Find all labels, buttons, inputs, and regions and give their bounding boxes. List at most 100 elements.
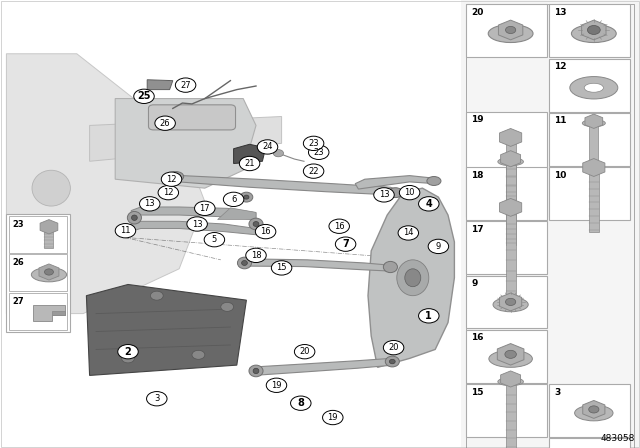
Ellipse shape <box>383 261 397 272</box>
Polygon shape <box>250 358 394 375</box>
Circle shape <box>383 340 404 355</box>
Bar <box>549 438 630 448</box>
Polygon shape <box>234 144 266 164</box>
Bar <box>549 113 630 166</box>
Ellipse shape <box>405 269 421 287</box>
Text: 27: 27 <box>13 297 24 306</box>
Circle shape <box>303 164 324 178</box>
Polygon shape <box>52 311 65 315</box>
Ellipse shape <box>498 158 524 166</box>
Circle shape <box>329 219 349 233</box>
Circle shape <box>221 302 234 311</box>
Text: 26: 26 <box>13 258 24 267</box>
Circle shape <box>323 410 343 425</box>
Ellipse shape <box>242 261 248 265</box>
Circle shape <box>589 406 599 413</box>
Text: 11: 11 <box>554 116 567 125</box>
Circle shape <box>291 396 311 410</box>
Circle shape <box>44 269 54 275</box>
Circle shape <box>506 298 516 306</box>
Text: 15: 15 <box>276 263 287 272</box>
Polygon shape <box>90 116 282 161</box>
Ellipse shape <box>572 25 616 43</box>
Ellipse shape <box>31 267 67 282</box>
Circle shape <box>134 89 154 103</box>
Ellipse shape <box>488 25 533 43</box>
Ellipse shape <box>244 195 249 199</box>
Text: 16: 16 <box>471 333 484 342</box>
Circle shape <box>239 156 260 171</box>
Circle shape <box>294 345 315 359</box>
Text: 19: 19 <box>471 115 484 124</box>
Circle shape <box>155 116 175 130</box>
Text: 3: 3 <box>154 394 159 403</box>
Ellipse shape <box>249 218 263 230</box>
Ellipse shape <box>253 221 259 226</box>
Bar <box>466 4 634 448</box>
Polygon shape <box>355 176 435 189</box>
Circle shape <box>271 261 292 275</box>
Bar <box>466 384 547 437</box>
Bar <box>0 0 461 448</box>
Ellipse shape <box>253 368 259 374</box>
Text: 9: 9 <box>471 279 477 288</box>
Circle shape <box>246 248 266 263</box>
Text: 23: 23 <box>308 139 319 148</box>
Bar <box>549 167 630 220</box>
Text: 16: 16 <box>260 227 271 236</box>
Circle shape <box>175 78 196 92</box>
Bar <box>589 120 598 167</box>
Text: 13: 13 <box>192 220 202 228</box>
Ellipse shape <box>397 260 429 296</box>
Text: 12: 12 <box>554 62 567 71</box>
Text: 5: 5 <box>212 235 217 244</box>
Bar <box>466 112 547 217</box>
Bar <box>506 142 516 210</box>
Circle shape <box>398 226 419 240</box>
Bar <box>466 4 547 57</box>
Bar <box>589 171 599 232</box>
Bar <box>549 384 630 437</box>
Circle shape <box>399 185 420 200</box>
Circle shape <box>187 217 207 231</box>
Bar <box>9 216 67 253</box>
Text: 19: 19 <box>271 381 282 390</box>
Bar <box>466 276 547 328</box>
Text: 17: 17 <box>471 225 484 234</box>
Text: 20: 20 <box>388 343 399 352</box>
Bar <box>549 4 630 57</box>
Bar <box>44 229 53 249</box>
Circle shape <box>374 188 394 202</box>
Bar <box>466 167 547 220</box>
Bar <box>466 221 547 274</box>
Text: 13: 13 <box>379 190 389 199</box>
Circle shape <box>192 350 205 359</box>
Polygon shape <box>33 305 65 321</box>
Text: 483058: 483058 <box>600 434 635 443</box>
Circle shape <box>419 309 439 323</box>
Text: 3: 3 <box>554 388 561 396</box>
Circle shape <box>266 378 287 392</box>
Text: 20: 20 <box>471 8 483 17</box>
FancyBboxPatch shape <box>148 105 236 130</box>
Polygon shape <box>218 208 256 220</box>
Circle shape <box>505 350 516 358</box>
Circle shape <box>428 239 449 254</box>
Circle shape <box>506 26 516 34</box>
Text: 15: 15 <box>471 388 484 396</box>
Circle shape <box>140 197 160 211</box>
Text: 11: 11 <box>120 226 131 235</box>
Text: 12: 12 <box>166 175 177 184</box>
Text: 22: 22 <box>308 167 319 176</box>
Ellipse shape <box>249 365 263 377</box>
Ellipse shape <box>388 188 403 198</box>
Text: 13: 13 <box>145 199 155 208</box>
Circle shape <box>257 140 278 154</box>
Ellipse shape <box>168 172 184 181</box>
Bar <box>9 254 67 291</box>
Ellipse shape <box>427 177 441 185</box>
Text: 19: 19 <box>328 413 338 422</box>
Circle shape <box>122 354 134 363</box>
Ellipse shape <box>498 378 524 386</box>
Circle shape <box>419 197 439 211</box>
